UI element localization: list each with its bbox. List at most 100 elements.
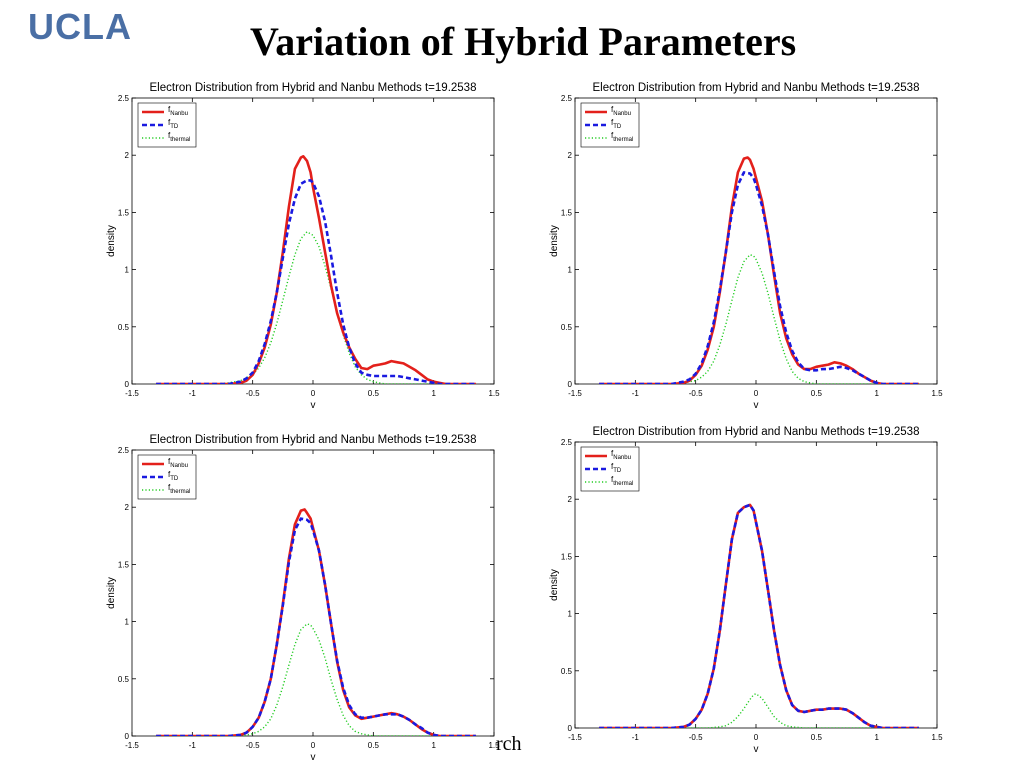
series-line-nanbu xyxy=(156,155,476,384)
x-tick-label: -1 xyxy=(632,389,640,398)
x-tick-label: 1.5 xyxy=(488,741,500,750)
x-tick-label: -0.5 xyxy=(246,741,260,750)
x-tick-label: 1 xyxy=(431,389,436,398)
x-tick-label: 0 xyxy=(754,733,759,742)
y-tick-label: 1 xyxy=(568,266,573,275)
legend-entry-label: fTD xyxy=(168,470,179,482)
legend-box xyxy=(137,102,197,148)
series-line-td xyxy=(156,179,476,384)
x-tick-label: 0 xyxy=(311,389,316,398)
series-line-nanbu xyxy=(599,156,919,384)
x-tick-label: 1.5 xyxy=(488,389,500,398)
legend-entry-label: fNanbu xyxy=(168,105,188,117)
y-axis-label: density xyxy=(549,569,560,601)
legend-entry-label: fthermal xyxy=(168,483,190,495)
x-tick-label: -0.5 xyxy=(246,389,260,398)
series-line-thermal xyxy=(156,623,476,736)
x-tick-label: -1.5 xyxy=(125,389,139,398)
y-tick-label: 0.5 xyxy=(118,323,130,332)
series-line-td xyxy=(156,517,476,736)
y-tick-label: 0.5 xyxy=(118,675,130,684)
y-tick-label: 1.5 xyxy=(561,552,573,561)
y-tick-label: 0 xyxy=(125,732,130,741)
ucla-logo: UCLA xyxy=(28,6,132,47)
y-tick-label: 2.5 xyxy=(118,94,130,103)
chart-top-right: Electron Distribution from Hybrid and Na… xyxy=(549,78,951,411)
legend-entry-label: fthermal xyxy=(611,475,633,487)
y-tick-label: 1 xyxy=(125,266,130,275)
x-tick-label: 1 xyxy=(874,389,879,398)
x-tick-label: -1 xyxy=(189,389,197,398)
chart-title: Electron Distribution from Hybrid and Na… xyxy=(593,426,920,438)
y-tick-label: 2 xyxy=(568,151,573,160)
x-tick-label: -1 xyxy=(632,733,640,742)
x-tick-label: 0.5 xyxy=(811,733,823,742)
chart-svg: Electron Distribution from Hybrid and Na… xyxy=(549,426,943,755)
chart-svg: Electron Distribution from Hybrid and Na… xyxy=(549,82,943,411)
series-line-thermal xyxy=(156,231,476,384)
x-tick-label: 1 xyxy=(431,741,436,750)
legend-entry-label: fNanbu xyxy=(611,449,631,461)
y-tick-label: 0 xyxy=(568,724,573,733)
chart-bottom-right: Electron Distribution from Hybrid and Na… xyxy=(549,422,951,755)
chart-top-left: Electron Distribution from Hybrid and Na… xyxy=(106,78,508,411)
x-tick-label: 1.5 xyxy=(931,389,943,398)
y-tick-label: 1.5 xyxy=(561,208,573,217)
x-tick-label: 0.5 xyxy=(368,389,380,398)
x-tick-label: -1.5 xyxy=(568,389,582,398)
series-line-td xyxy=(599,171,919,384)
x-tick-label: -1.5 xyxy=(125,741,139,750)
legend-box xyxy=(137,454,197,500)
legend-entry-label: fTD xyxy=(611,462,622,474)
y-axis-label: density xyxy=(106,225,117,257)
x-tick-label: 1.5 xyxy=(931,733,943,742)
y-tick-label: 2.5 xyxy=(118,446,130,455)
legend-entry-label: fthermal xyxy=(611,131,633,143)
y-tick-label: 1.5 xyxy=(118,208,130,217)
legend-entry-label: fNanbu xyxy=(168,457,188,469)
chart-svg: Electron Distribution from Hybrid and Na… xyxy=(106,434,500,763)
chart-bottom-left: Electron Distribution from Hybrid and Na… xyxy=(106,430,508,763)
x-axis-label: v xyxy=(754,400,759,411)
chart-title: Electron Distribution from Hybrid and Na… xyxy=(593,82,920,94)
y-tick-label: 2.5 xyxy=(561,438,573,447)
legend-box xyxy=(580,102,640,148)
x-axis-label: v xyxy=(754,744,759,755)
y-tick-label: 0.5 xyxy=(561,323,573,332)
y-axis-label: density xyxy=(106,577,117,609)
x-tick-label: -1 xyxy=(189,741,197,750)
y-tick-label: 2 xyxy=(125,151,130,160)
y-axis-label: density xyxy=(549,225,560,257)
series-line-td xyxy=(599,503,919,728)
x-axis-label: v xyxy=(311,400,316,411)
y-tick-label: 2 xyxy=(568,495,573,504)
legend-entry-label: fNanbu xyxy=(611,105,631,117)
x-tick-label: 0 xyxy=(311,741,316,750)
y-tick-label: 1 xyxy=(125,618,130,627)
y-tick-label: 0 xyxy=(568,380,573,389)
y-tick-label: 1 xyxy=(568,610,573,619)
chart-title: Electron Distribution from Hybrid and Na… xyxy=(150,82,477,94)
x-tick-label: 0.5 xyxy=(811,389,823,398)
series-line-thermal xyxy=(599,253,919,384)
legend-entry-label: fTD xyxy=(611,118,622,130)
legend-box xyxy=(580,446,640,492)
legend-entry-label: fTD xyxy=(168,118,179,130)
x-tick-label: 1 xyxy=(874,733,879,742)
slide-title: Variation of Hybrid Parameters xyxy=(250,19,797,64)
y-tick-label: 0 xyxy=(125,380,130,389)
x-tick-label: -0.5 xyxy=(689,733,703,742)
y-tick-label: 0.5 xyxy=(561,667,573,676)
chart-svg: Electron Distribution from Hybrid and Na… xyxy=(106,82,500,411)
x-tick-label: -0.5 xyxy=(689,389,703,398)
series-line-thermal xyxy=(599,693,919,728)
chart-title: Electron Distribution from Hybrid and Na… xyxy=(150,434,477,446)
x-tick-label: 0.5 xyxy=(368,741,380,750)
y-tick-label: 2.5 xyxy=(561,94,573,103)
legend-entry-label: fthermal xyxy=(168,131,190,143)
y-tick-label: 2 xyxy=(125,503,130,512)
